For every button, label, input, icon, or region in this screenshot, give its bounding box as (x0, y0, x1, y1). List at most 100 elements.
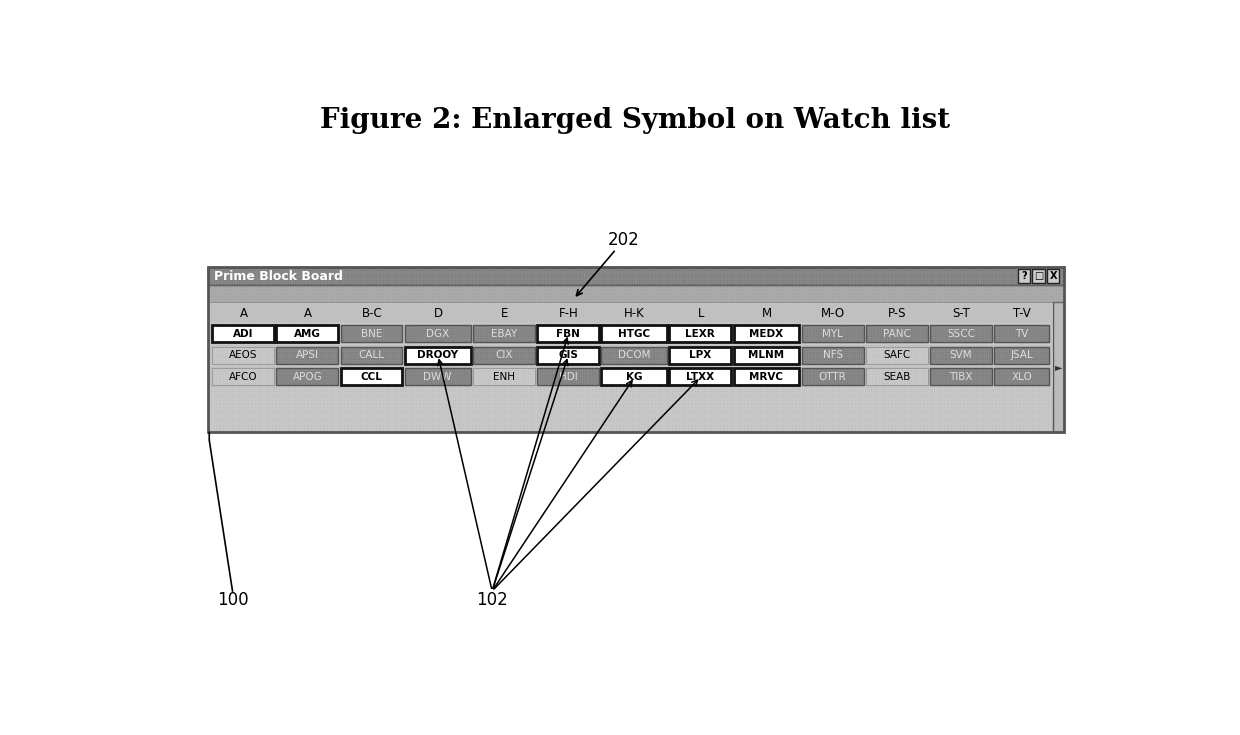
Point (291, 411, 311, 423)
Point (366, 344, 386, 356)
Point (918, 271, 937, 283)
Point (403, 365, 423, 376)
Point (820, 269, 839, 281)
Point (495, 344, 515, 356)
Point (962, 365, 982, 377)
Point (761, 279, 781, 290)
Point (1006, 304, 1025, 316)
Point (873, 314, 893, 326)
Point (913, 348, 932, 360)
Point (412, 365, 432, 377)
Point (626, 318, 646, 330)
Point (820, 279, 839, 290)
Point (234, 369, 254, 381)
Point (274, 281, 294, 293)
Point (1016, 328, 1035, 340)
Point (978, 390, 998, 402)
Point (269, 320, 289, 332)
Point (825, 302, 844, 314)
Point (446, 332, 466, 344)
Point (600, 357, 620, 369)
Point (257, 276, 277, 287)
Point (294, 399, 314, 411)
Point (522, 326, 542, 337)
Point (368, 390, 388, 402)
Point (376, 413, 396, 425)
Point (862, 279, 882, 290)
Point (355, 425, 374, 437)
Point (692, 348, 712, 360)
Point (608, 265, 627, 276)
Point (973, 306, 993, 318)
Point (348, 287, 368, 299)
Point (796, 351, 816, 363)
Point (398, 290, 418, 302)
Point (331, 348, 351, 360)
Point (529, 320, 549, 332)
Point (870, 385, 890, 397)
Point (1017, 387, 1037, 399)
Point (466, 417, 486, 429)
Point (476, 378, 496, 390)
Point (878, 351, 898, 363)
Point (1017, 353, 1037, 365)
Point (761, 318, 781, 330)
Point (885, 316, 905, 328)
Point (243, 267, 263, 279)
Point (229, 271, 249, 283)
Point (1029, 330, 1049, 342)
Point (415, 417, 435, 429)
Point (321, 365, 341, 377)
Point (432, 401, 451, 413)
Point (743, 262, 763, 274)
Point (315, 409, 335, 420)
Point (1035, 342, 1055, 354)
Point (753, 399, 773, 411)
Point (796, 298, 816, 309)
Point (427, 342, 446, 354)
Point (482, 323, 502, 334)
Point (496, 385, 516, 397)
Point (425, 323, 445, 334)
Point (918, 337, 937, 348)
Point (522, 337, 542, 348)
Point (389, 420, 409, 431)
Point (589, 271, 609, 283)
Point (921, 328, 941, 340)
Point (585, 413, 605, 425)
Point (655, 397, 675, 409)
Point (227, 354, 247, 365)
Point (678, 276, 698, 287)
Point (413, 383, 433, 395)
Point (334, 365, 353, 376)
Point (1053, 271, 1073, 283)
Point (724, 415, 744, 427)
Point (846, 370, 866, 381)
Point (324, 293, 343, 305)
Point (692, 276, 712, 287)
Point (647, 314, 667, 326)
Point (952, 370, 972, 381)
Bar (277, 368, 339, 385)
Point (838, 332, 858, 344)
Point (273, 390, 293, 402)
Point (320, 267, 340, 279)
Point (365, 320, 384, 332)
Point (389, 328, 409, 340)
Point (681, 346, 701, 358)
Point (888, 290, 908, 302)
Point (761, 269, 781, 281)
Point (629, 334, 649, 346)
Point (250, 379, 270, 390)
Point (945, 336, 965, 348)
Point (272, 415, 291, 427)
Point (941, 362, 961, 374)
Point (554, 273, 574, 285)
Point (490, 306, 510, 318)
Point (634, 383, 653, 395)
Point (864, 326, 884, 337)
Point (365, 417, 384, 429)
Point (921, 332, 941, 344)
Point (378, 326, 398, 337)
Point (678, 387, 698, 399)
